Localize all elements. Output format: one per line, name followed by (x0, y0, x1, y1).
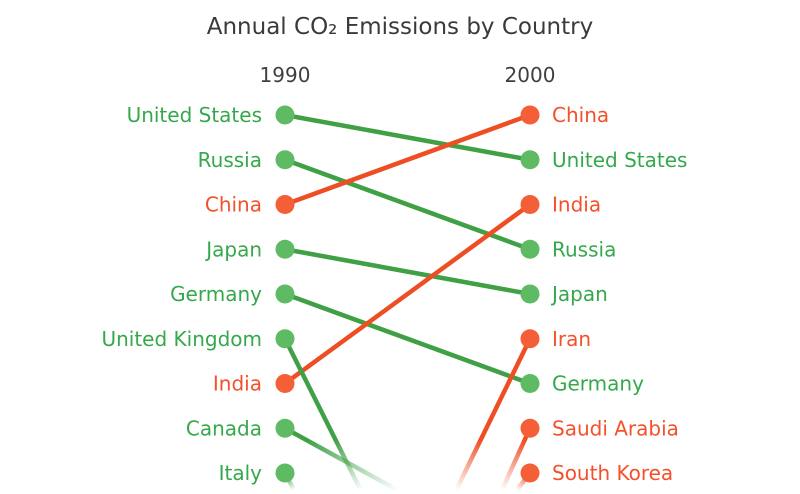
dot-1990-india (275, 374, 295, 393)
label-2000-india: India (552, 193, 601, 217)
label-2000-iran: Iran (552, 327, 591, 351)
slope-line-united-kingdom-to-offscreen (282, 337, 363, 492)
slope-line-offscreen-to-iran (454, 337, 533, 491)
dot-2000-germany (520, 374, 540, 393)
label-1990-india: India (213, 372, 262, 396)
slope-line-russia-to-russia (284, 157, 531, 252)
slope-line-india-to-india (283, 202, 532, 386)
label-1990-italy: Italy (219, 461, 263, 485)
slope-line-germany-to-germany (284, 291, 531, 386)
dot-1990-italy (275, 463, 295, 483)
chart-title: Annual CO₂ Emissions by Country (206, 14, 594, 40)
slope-line-china-to-china (284, 112, 531, 207)
dot-2000-iran (520, 329, 540, 349)
slope-line-canada-to-offscreen (283, 426, 399, 492)
dot-1990-germany (275, 284, 295, 304)
slope-line-offscreen-to-saudi-arabia (499, 427, 533, 491)
label-1990-united-kingdom: United Kingdom (101, 327, 262, 351)
label-2000-russia: Russia (552, 237, 616, 261)
label-2000-japan: Japan (550, 282, 608, 306)
label-2000-saudi-arabia: Saudi Arabia (552, 416, 679, 440)
dot-1990-japan (275, 239, 295, 259)
dot-1990-canada (275, 418, 295, 438)
dot-2000-united-states (520, 150, 540, 170)
label-1990-japan: Japan (204, 237, 262, 261)
label-2000-south-korea: South Korea (552, 461, 673, 485)
label-2000-germany: Germany (552, 372, 644, 396)
dot-1990-russia (275, 150, 295, 170)
label-2000-united-states: United States (552, 148, 687, 172)
label-1990-canada: Canada (186, 416, 262, 440)
dot-2000-south-korea (520, 463, 540, 483)
slope-line-japan-to-japan (284, 247, 531, 297)
label-1990-russia: Russia (198, 148, 262, 172)
label-1990-united-states: United States (127, 103, 262, 127)
label-2000-china: China (552, 103, 609, 127)
axis-label-2000: 2000 (504, 63, 556, 87)
dot-1990-china (275, 195, 295, 214)
slope-line-united-states-to-united-states (284, 112, 531, 162)
label-1990-china: China (205, 193, 262, 217)
axis-label-1990: 1990 (259, 63, 311, 87)
dot-2000-india (520, 195, 540, 214)
dot-2000-russia (520, 239, 540, 259)
dot-2000-japan (520, 284, 540, 304)
dot-1990-united-states (275, 105, 295, 125)
dot-2000-china (520, 105, 540, 125)
dot-2000-saudi-arabia (520, 418, 540, 438)
dot-1990-united-kingdom (275, 329, 295, 349)
label-1990-germany: Germany (170, 282, 262, 306)
